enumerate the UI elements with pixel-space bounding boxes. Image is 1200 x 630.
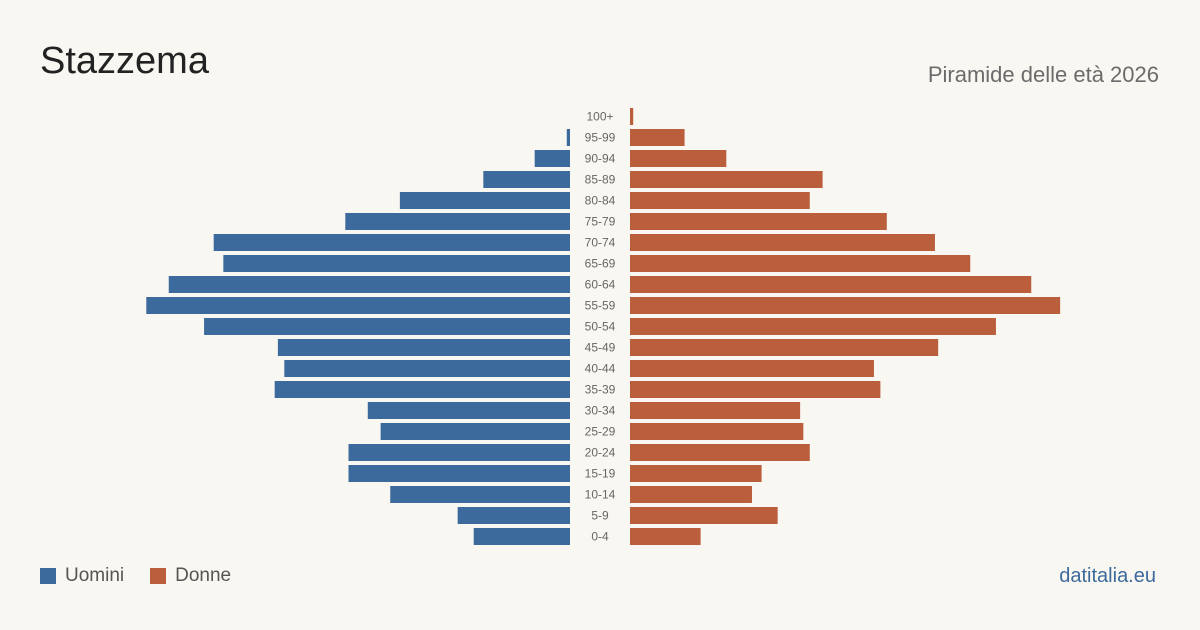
age-label-20-24: 20-24	[585, 446, 616, 460]
legend-swatch-men	[40, 568, 56, 584]
bar-men-35-39	[274, 381, 570, 398]
bar-women-40-44	[630, 360, 874, 377]
age-label-70-74: 70-74	[585, 236, 616, 250]
age-label-90-94: 90-94	[585, 152, 616, 166]
bar-men-55-59	[146, 297, 570, 314]
bar-men-90-94	[534, 150, 570, 167]
age-label-45-49: 45-49	[585, 341, 616, 355]
bar-women-50-54	[630, 318, 996, 335]
age-label-80-84: 80-84	[585, 194, 616, 208]
age-label-10-14: 10-14	[585, 488, 616, 502]
age-label-0-4: 0-4	[591, 530, 609, 544]
bar-women-5-9	[630, 507, 778, 524]
bar-men-25-29	[380, 423, 570, 440]
age-label-95-99: 95-99	[585, 131, 616, 145]
age-label-65-69: 65-69	[585, 257, 616, 271]
bar-women-70-74	[630, 234, 935, 251]
bar-women-15-19	[630, 465, 762, 482]
bar-men-70-74	[213, 234, 570, 251]
bar-women-55-59	[630, 297, 1061, 314]
bar-men-0-4	[473, 528, 570, 545]
bar-women-35-39	[630, 381, 881, 398]
bar-women-90-94	[630, 150, 727, 167]
age-label-55-59: 55-59	[585, 299, 616, 313]
bar-men-20-24	[348, 444, 570, 461]
bar-men-85-89	[483, 171, 570, 188]
legend-swatch-women	[150, 568, 167, 584]
bar-women-20-24	[630, 444, 810, 461]
age-label-40-44: 40-44	[585, 362, 616, 376]
bar-women-95-99	[630, 129, 685, 146]
bar-men-65-69	[223, 255, 570, 272]
bar-men-80-84	[399, 192, 570, 209]
age-label-25-29: 25-29	[585, 425, 616, 439]
brand-link[interactable]: datitalia.eu	[1059, 565, 1156, 587]
legend-item-women: Donne	[150, 565, 231, 587]
bar-men-10-14	[390, 486, 570, 503]
bar-men-5-9	[457, 507, 570, 524]
age-label-50-54: 50-54	[585, 320, 616, 334]
age-label-5-9: 5-9	[591, 509, 609, 523]
bar-women-0-4	[630, 528, 701, 545]
bar-men-30-34	[367, 402, 570, 419]
legend: Uomini Donne	[40, 565, 257, 587]
legend-label-men: Uomini	[65, 565, 125, 586]
chart-title: Stazzema	[40, 40, 209, 82]
chart-subtitle: Piramide delle età 2026	[927, 62, 1159, 87]
bar-women-85-89	[630, 171, 823, 188]
legend-label-women: Donne	[175, 565, 232, 586]
bar-women-10-14	[630, 486, 752, 503]
bar-women-30-34	[630, 402, 801, 419]
bar-women-65-69	[630, 255, 971, 272]
bar-men-50-54	[204, 318, 570, 335]
bar-women-45-49	[630, 339, 939, 356]
bar-men-60-64	[168, 276, 570, 293]
bar-women-60-64	[630, 276, 1032, 293]
bar-women-25-29	[630, 423, 804, 440]
age-label-75-79: 75-79	[585, 215, 616, 229]
age-label-15-19: 15-19	[585, 467, 616, 481]
bar-men-15-19	[348, 465, 570, 482]
age-label-100+: 100+	[586, 110, 613, 124]
bar-women-100+	[630, 108, 634, 125]
bar-men-40-44	[284, 360, 570, 377]
bar-women-75-79	[630, 213, 887, 230]
age-label-60-64: 60-64	[585, 278, 616, 292]
bar-men-95-99	[566, 129, 570, 146]
age-label-30-34: 30-34	[585, 404, 616, 418]
age-label-85-89: 85-89	[585, 173, 616, 187]
bar-women-80-84	[630, 192, 810, 209]
bar-men-45-49	[277, 339, 570, 356]
bar-men-75-79	[345, 213, 570, 230]
legend-item-men: Uomini	[40, 565, 124, 587]
age-label-35-39: 35-39	[585, 383, 616, 397]
